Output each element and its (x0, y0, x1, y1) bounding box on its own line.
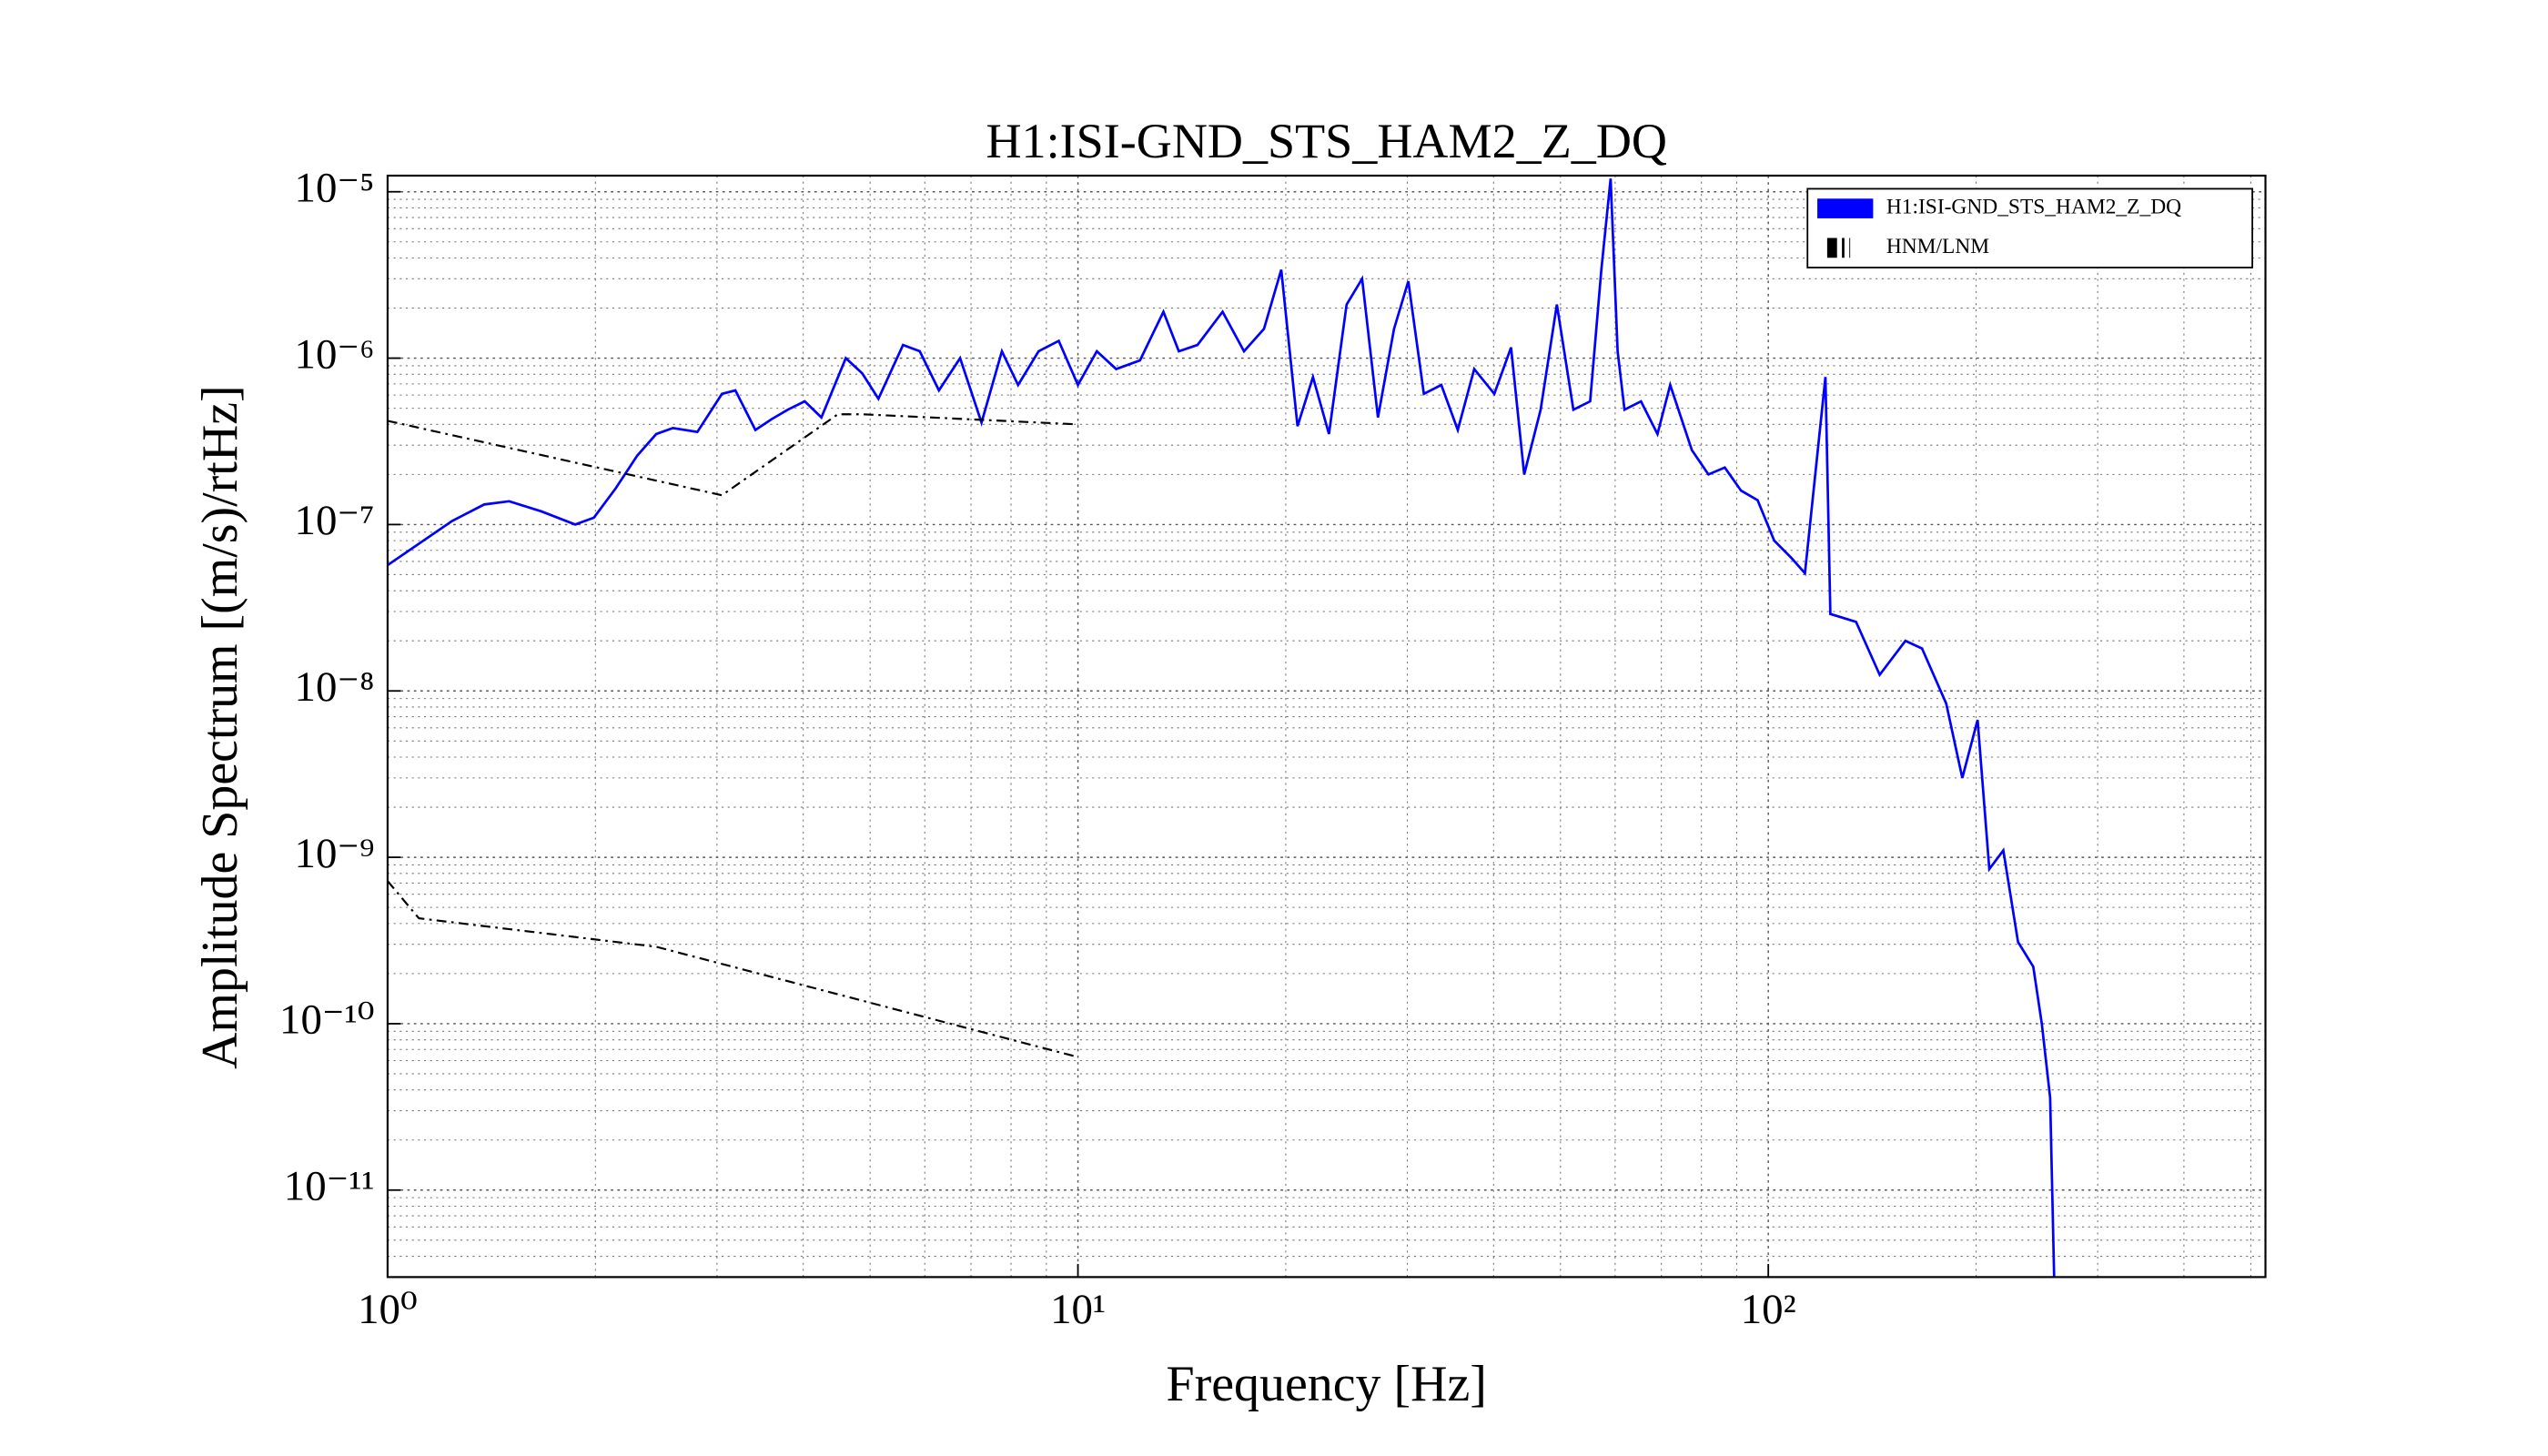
legend-label: HNM/LNM (1886, 235, 1989, 258)
y-tick-label: 10⁻⁹ (295, 830, 375, 877)
y-tick-label: 10⁻⁵ (295, 164, 375, 211)
axes-frame (386, 174, 2267, 1279)
legend-box (1806, 187, 2253, 268)
x-tick-label: 10² (1741, 1286, 1796, 1333)
ticks: 10⁰ 10¹ 10² 10⁻¹¹ 10⁻¹⁰ 10⁻⁹ 10⁻⁸ 10⁻⁷ 10⁻⁶ 10⁻⁵ (279, 164, 1796, 1332)
series-line (387, 413, 1078, 1058)
y-tick-label: 10⁻⁶ (295, 330, 375, 378)
x-axis-label: Frequency [Hz] (1167, 1356, 1487, 1412)
legend-label: H1:ISI-GND_STS_HAM2_Z_DQ (1886, 195, 2181, 218)
y-tick-label: 10⁻¹⁰ (279, 996, 374, 1044)
y-axis-label: Amplitude Spectrum [(m/s)/rtHz] (192, 385, 248, 1068)
legend-swatch (1817, 198, 1874, 218)
x-tick-label: 10¹ (1050, 1286, 1106, 1333)
y-tick-label: 10⁻⁸ (295, 663, 375, 711)
grid (387, 176, 2266, 1278)
y-tick-label: 10⁻¹¹ (284, 1163, 375, 1210)
series-line (387, 178, 2056, 1278)
chart-title: H1:ISI-GND_STS_HAM2_Z_DQ (986, 114, 1667, 168)
y-tick-label: 10⁻⁷ (295, 497, 375, 544)
x-tick-label: 10⁰ (358, 1286, 418, 1333)
legend: H1:ISI-GND_STS_HAM2_Z_DQ HNM/LNM (1806, 187, 2253, 268)
plot-area (387, 178, 2056, 1278)
